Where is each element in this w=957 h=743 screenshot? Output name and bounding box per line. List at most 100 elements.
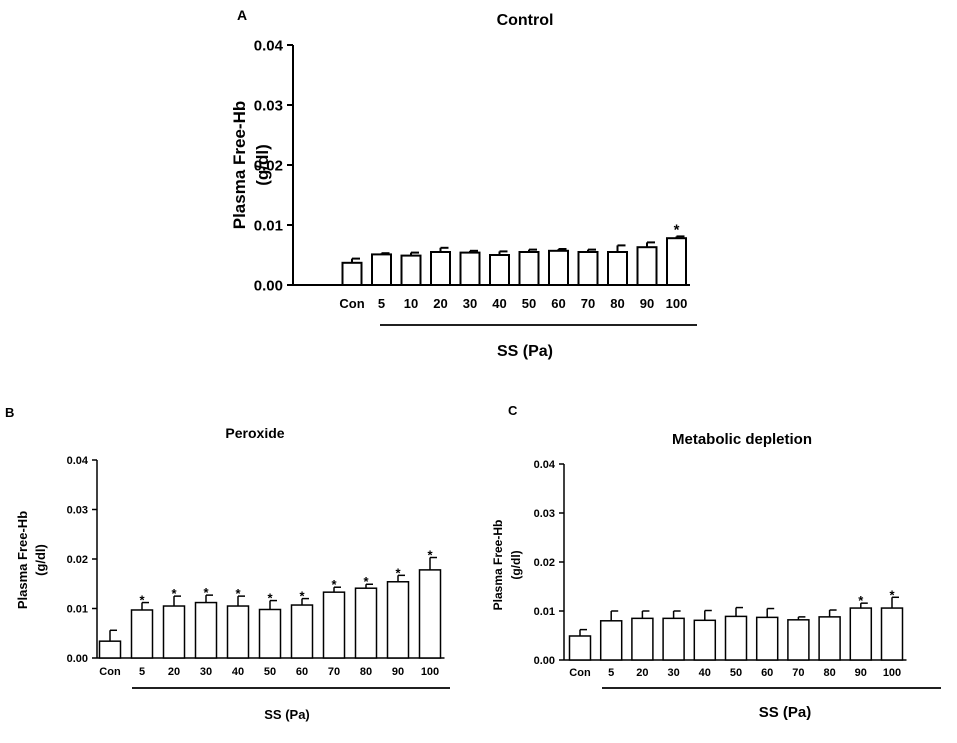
bar [354,587,378,659]
bar [130,609,154,659]
bar [787,619,810,661]
category-label: 40 [699,667,711,679]
bar [818,616,841,661]
bar [341,261,363,286]
bar [459,251,481,287]
category-label: 60 [296,666,308,678]
y-axis-label: (g/dl) [253,144,272,186]
bar [568,635,592,661]
category-label: 80 [823,667,835,679]
y-tick-label: 0.01 [254,217,283,234]
bar [162,605,186,659]
bar [548,249,569,287]
y-axis-label: Plasma Free-Hb [230,101,249,230]
bar [631,617,654,661]
category-label: 30 [667,667,679,679]
significance-star: * [674,221,680,238]
bar [371,253,392,286]
bar [662,617,685,661]
y-tick-label: 0.02 [254,157,283,174]
category-label: 5 [608,667,614,679]
y-tick-label: 0.00 [67,653,88,665]
category-label: 60 [761,667,773,679]
category-label: 40 [232,666,244,678]
bar [880,607,904,661]
bar [518,251,540,286]
y-tick-label: 0.04 [534,459,556,471]
category-label: 20 [168,666,180,678]
significance-star: * [267,591,273,606]
x-axis-label: SS (Pa) [497,343,553,360]
significance-star: * [331,577,337,592]
category-label: 90 [640,296,654,311]
bar [258,608,282,659]
bar [599,620,623,661]
y-tick-label: 0.00 [254,277,283,294]
category-label: Con [99,666,121,678]
panel-b: B Peroxide Plasma Free-Hb (g/dl) 0.00 0.01 0.0… [5,405,450,722]
category-label: 90 [392,666,404,678]
y-axis-label: Plasma Free-Hb [491,520,505,611]
y-axis-label: Plasma Free-Hb [15,511,30,609]
chart-title: Peroxide [225,425,284,441]
bar [724,615,748,661]
category-label: 70 [792,667,804,679]
significance-star: * [203,585,209,600]
significance-star: * [889,587,895,602]
panel-label: B [5,405,14,420]
significance-star: * [299,589,305,604]
y-tick-label: 0.03 [254,97,283,114]
y-tick-label: 0.01 [534,606,555,618]
category-label: 10 [404,296,418,311]
category-label: 5 [139,666,145,678]
panel-c: C Metabolic depletion Plasma Free-Hb (g/dl)… [491,403,941,721]
bar [386,581,410,659]
y-tick-label: 0.03 [534,508,555,520]
chart-title: Metabolic depletion [672,431,812,448]
panel-label: C [508,403,518,418]
category-label: 30 [463,296,477,311]
category-label: 40 [492,296,506,311]
category-label: 70 [581,296,595,311]
significance-star: * [171,586,177,601]
panel-a: A Control Plasma Free-Hb (g/dl) 0.00 0.01 0.02… [230,7,697,360]
bar [607,251,628,286]
significance-star: * [858,593,864,608]
category-label: 50 [730,667,742,679]
x-axis-label: SS (Pa) [759,704,812,721]
bar [400,254,422,287]
category-label: 20 [636,667,648,679]
bar [98,640,122,659]
category-label: 80 [360,666,372,678]
category-label: Con [569,667,591,679]
bar [755,616,779,661]
category-label: 100 [883,667,901,679]
y-axis-label: (g/dl) [33,544,48,576]
significance-star: * [235,586,241,601]
y-tick-label: 0.04 [67,455,89,467]
category-label: 100 [421,666,439,678]
y-tick-label: 0.00 [534,655,555,667]
y-tick-label: 0.04 [254,37,284,54]
category-label: Con [339,296,364,311]
y-tick-label: 0.02 [534,557,555,569]
category-label: 70 [328,666,340,678]
significance-star: * [139,593,145,608]
bar [666,237,687,286]
significance-star: * [395,565,401,580]
category-label: 5 [378,296,385,311]
chart-title: Control [497,12,554,29]
category-label: 20 [433,296,447,311]
y-tick-label: 0.03 [67,504,88,516]
y-axis-label: (g/dl) [509,550,523,579]
category-label: 50 [522,296,536,311]
bar [290,604,314,659]
category-label: 60 [551,296,565,311]
significance-star: * [427,548,433,563]
category-label: 80 [610,296,624,311]
bar [693,619,717,661]
bar [430,251,451,286]
bar [489,254,510,286]
category-label: 50 [264,666,276,678]
